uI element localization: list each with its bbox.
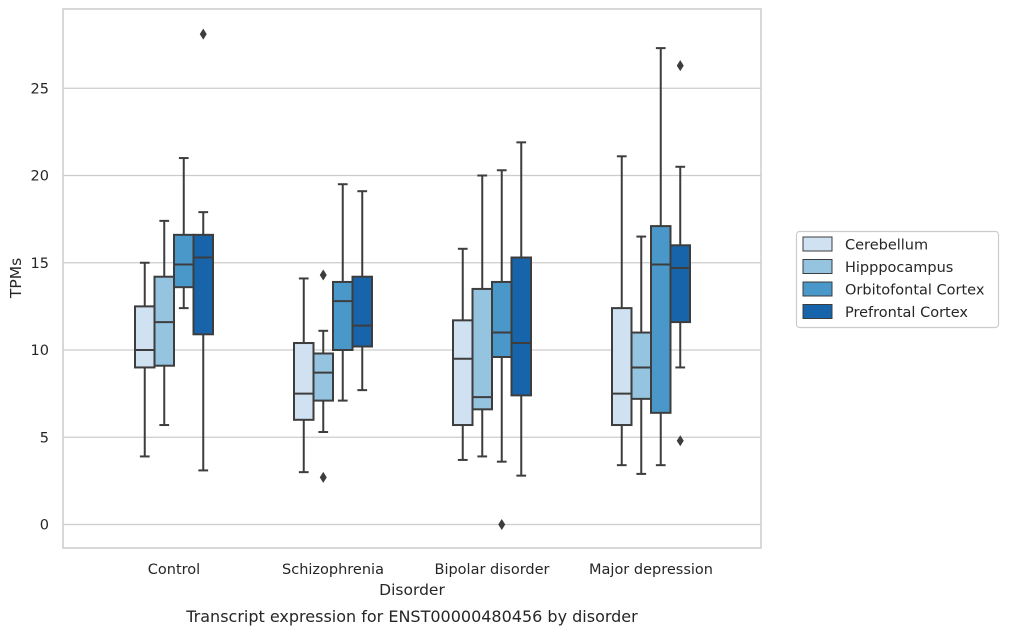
series-prefrontal-cortex [192,28,691,477]
box-prefrontal-cortex-bipolar-disorder [510,141,532,477]
legend-box [795,230,1000,329]
box-body [351,275,373,348]
outlier-point [319,471,327,483]
legend-swatch-prefrontal-cortex [802,304,833,319]
box-body [471,287,493,411]
x-tick-label-schizophrenia: Schizophrenia [282,562,384,578]
box-body [669,244,691,324]
series-hipppocampus [153,174,652,483]
box-plot-series [134,28,691,530]
box-cerebellum-control [134,261,156,458]
y-tick-label-0: 0 [40,518,49,534]
y-tick-label-10: 10 [31,343,49,359]
box-orbitofontal-cortex-bipolar-disorder [491,169,513,530]
outlier-point [498,519,506,530]
y-tick-label-15: 15 [31,256,49,272]
box-body [510,256,532,397]
box-orbitofontal-cortex-control [173,157,195,310]
box-hipppocampus-major-depression [630,235,652,475]
box-cerebellum-major-depression [611,155,633,467]
box-hipppocampus-control [153,219,175,427]
x-tick-label-control: Control [148,562,200,578]
box-hipppocampus-bipolar-disorder [471,174,493,458]
outlier-point [676,60,684,72]
legend-label-cerebellum: Cerebellum [845,238,928,254]
box-body [491,280,513,358]
box-cerebellum-schizophrenia [293,277,315,474]
box-prefrontal-cortex-schizophrenia [351,190,373,392]
x-axis-label: Disorder [379,581,445,599]
box-cerebellum-bipolar-disorder [452,247,474,461]
y-tick-label-20: 20 [31,169,49,185]
plot-frame [62,8,762,549]
legend-label-hipppocampus: Hipppocampus [845,260,953,276]
box-prefrontal-cortex-major-depression [669,60,691,447]
legend-swatch-hipppocampus [802,259,833,274]
box-body [173,233,195,289]
box-orbitofontal-cortex-schizophrenia [332,183,354,402]
legend-swatch-orbitofontal-cortex [802,281,833,297]
y-tick-label-5: 5 [40,430,49,446]
box-prefrontal-cortex-control [192,28,214,472]
box-body [192,233,214,336]
box-body [630,331,652,400]
box-body [332,280,354,352]
series-cerebellum [134,155,633,474]
box-orbitofontal-cortex-major-depression [650,47,672,467]
box-body [452,319,474,427]
series-orbitofontal-cortex [173,47,672,530]
box-body [312,352,334,402]
x-tick-label-major-depression: Major depression [589,562,713,578]
box-body [293,342,315,421]
outlier-point [199,28,207,40]
x-tick-label-bipolar-disorder: Bipolar disorder [435,562,550,578]
y-tick-label-25: 25 [31,81,49,97]
legend: Cerebellum Hipppocampus Orbitofontal Corte… [795,230,1000,329]
box-hipppocampus-schizophrenia [312,269,334,483]
outlier-point [676,435,684,447]
box-body [611,307,633,427]
chart-caption: Transcript expression for ENST0000048045… [185,607,638,626]
legend-swatch-cerebellum [802,236,833,252]
y-tick-labels: 0 5 10 15 20 25 [31,81,49,533]
x-tick-labels: Control Schizophrenia Bipolar disorder Majo… [148,562,713,578]
box-body [134,305,156,369]
legend-label-prefrontal-cortex: Prefrontal Cortex [845,305,968,321]
box-body [650,225,672,414]
legend-label-orbitofontal-cortex: Orbitofontal Cortex [845,283,985,299]
y-axis-label: TPMs [7,258,25,299]
outlier-point [319,269,327,281]
